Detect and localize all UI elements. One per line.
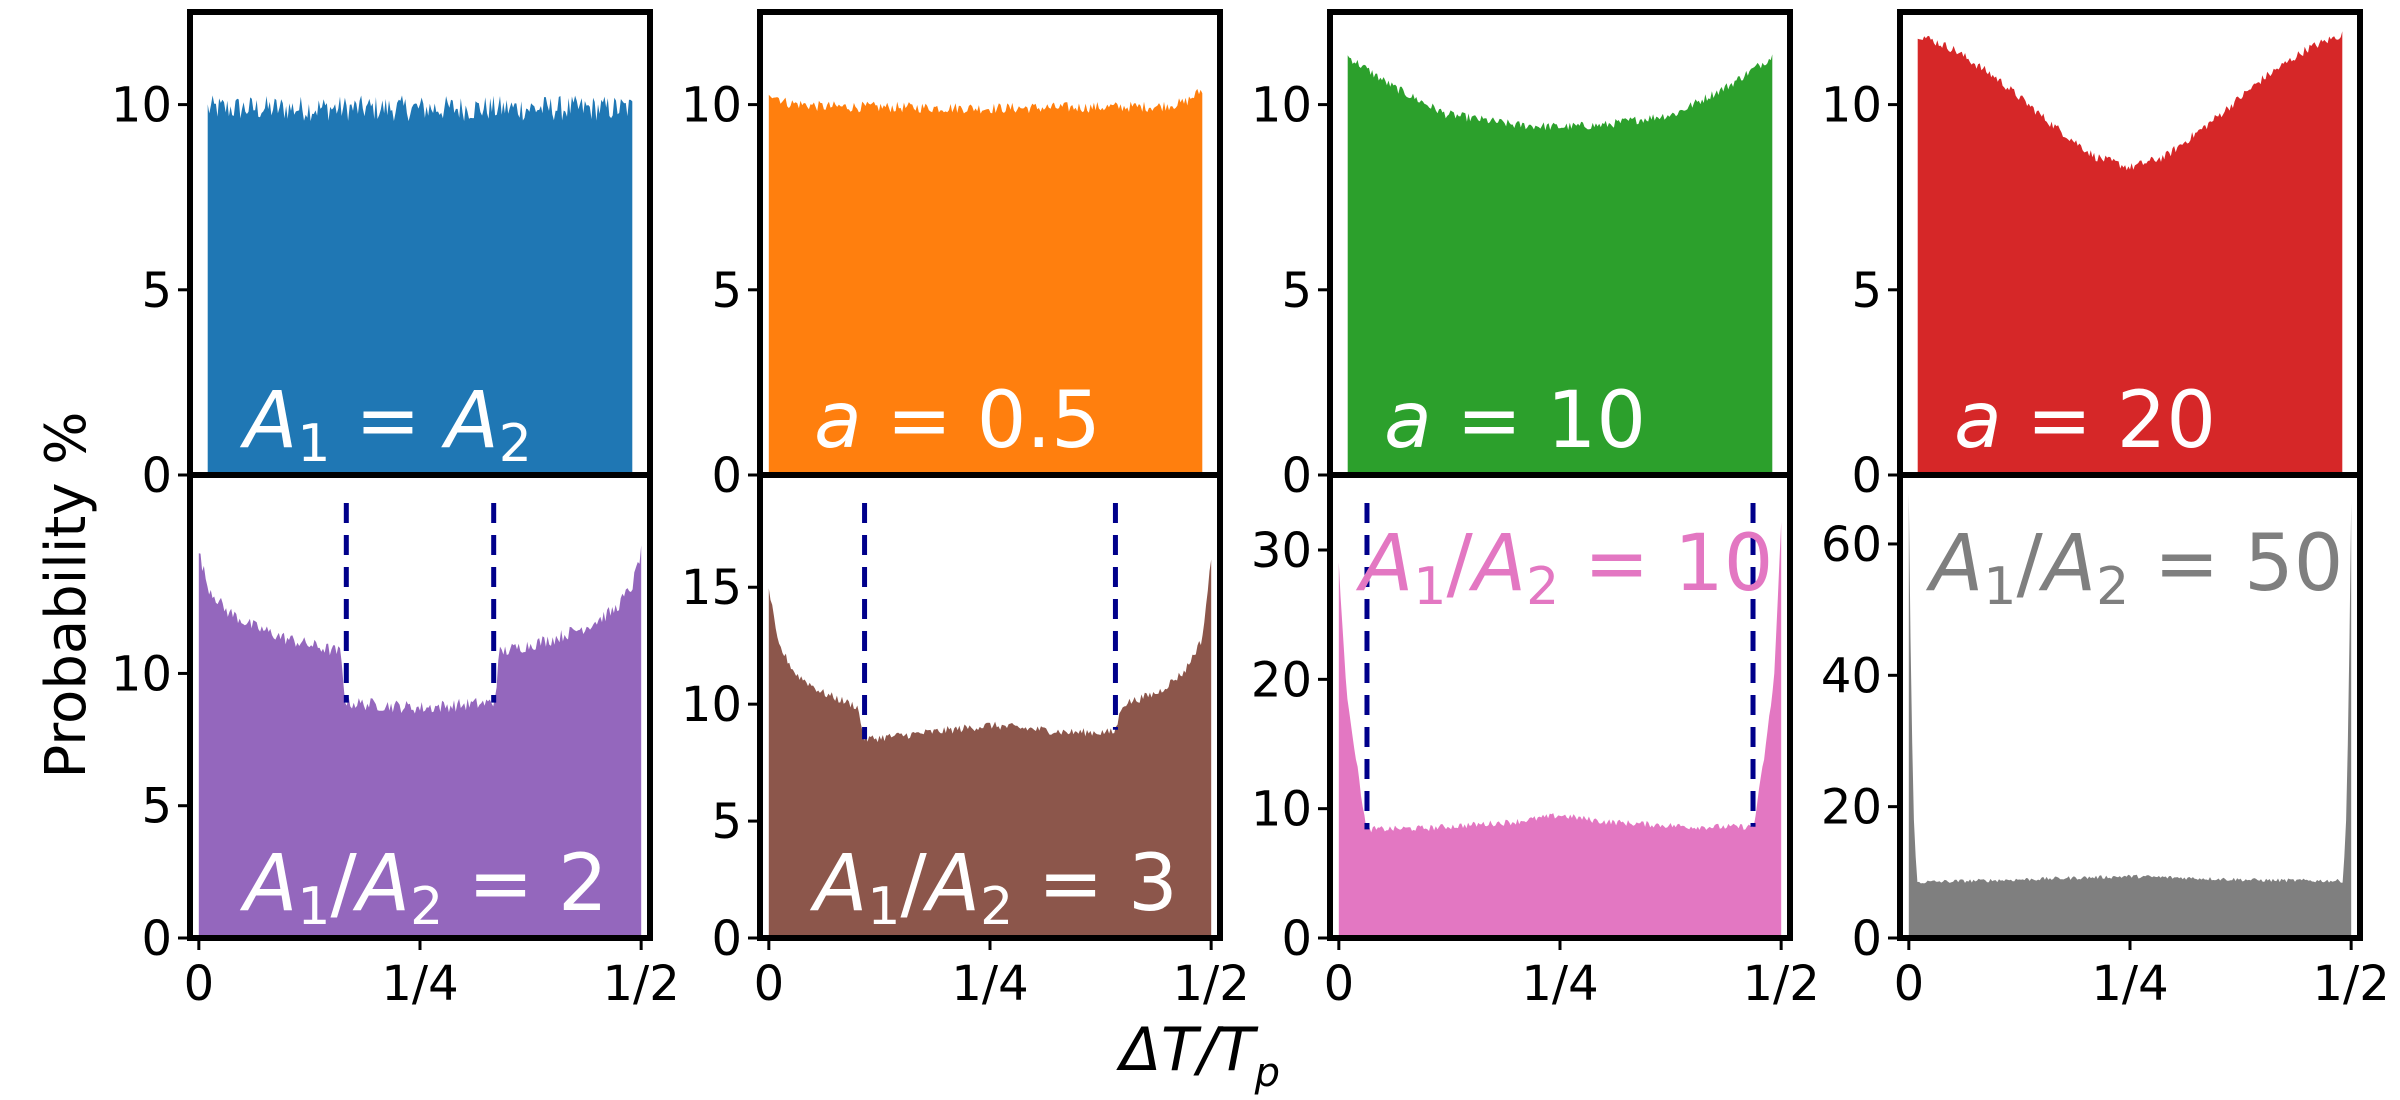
xtick-label-p7-1: 1/4 — [2091, 956, 2168, 1012]
ytick-label-p0-0: 0 — [141, 448, 172, 504]
xtick-label-p6-2: 1/2 — [1743, 956, 1820, 1012]
panel-p5: 0 5 10 15 0 1/4 1/2 A1/A2 = 3 — [681, 472, 1250, 1012]
ytick-label-p1-1: 5 — [711, 263, 742, 319]
xtick-label-p4-0: 0 — [184, 956, 215, 1012]
annotation-p5: A1/A2 = 3 — [809, 839, 1178, 937]
ytick-label-p4-0: 0 — [141, 911, 172, 967]
ytick-label-p4-1: 5 — [141, 779, 172, 835]
xtick-label-p4-1: 1/4 — [381, 956, 458, 1012]
annotation-p1: a = 0.5 — [814, 376, 1101, 466]
series-area-p2 — [1347, 54, 1773, 475]
x-axis-label: ΔT/Tp — [1116, 1015, 1280, 1096]
xtick-label-p5-2: 1/2 — [1173, 956, 1250, 1012]
ytick-label-p0-2: 10 — [111, 78, 172, 134]
annotation-p0: A1 = A2 — [239, 376, 532, 474]
ytick-label-p7-0: 0 — [1851, 911, 1882, 967]
annotation-p6: A1/A2 = 10 — [1355, 519, 1773, 617]
ytick-label-p5-1: 5 — [711, 794, 742, 850]
annotation-p2: a = 10 — [1384, 376, 1646, 466]
series-area-p5 — [768, 559, 1212, 938]
series-area-p0 — [207, 95, 633, 475]
xtick-label-p6-1: 1/4 — [1521, 956, 1598, 1012]
y-axis-label: Probability % — [34, 411, 99, 778]
panel-p0: 0 5 10 A1 = A2 — [111, 9, 653, 504]
ytick-label-p5-3: 15 — [681, 560, 742, 616]
ytick-label-p6-3: 30 — [1251, 523, 1312, 579]
ytick-label-p6-1: 10 — [1251, 782, 1312, 838]
ytick-label-p5-2: 10 — [681, 677, 742, 733]
panel-p1: 0 5 10 a = 0.5 — [681, 9, 1223, 504]
xtick-label-p7-2: 1/2 — [2313, 956, 2390, 1012]
series-area-p3 — [1917, 31, 2343, 475]
panel-p7: 0 20 40 60 0 1/4 1/2 A1/A2 = 50 — [1821, 472, 2390, 1012]
xtick-label-p6-0: 0 — [1324, 956, 1355, 1012]
xtick-label-p5-1: 1/4 — [951, 956, 1028, 1012]
panel-p3: 0 5 10 a = 20 — [1821, 9, 2363, 504]
series-area-p7 — [1908, 493, 2352, 938]
ytick-label-p3-0: 0 — [1851, 448, 1882, 504]
annotation-p4: A1/A2 = 2 — [239, 839, 608, 937]
ytick-label-p3-2: 10 — [1821, 78, 1882, 134]
panels: 0 5 10 A1 = A2 0 5 10 a = 0.5 0 5 10 a = 10 0 5 10 a = … — [111, 9, 2390, 1012]
series-area-p6 — [1338, 522, 1782, 938]
series-area-p1 — [768, 88, 1203, 475]
ytick-label-p1-0: 0 — [711, 448, 742, 504]
ytick-label-p1-2: 10 — [681, 78, 742, 134]
ytick-label-p7-1: 20 — [1821, 780, 1882, 836]
ytick-label-p6-2: 20 — [1251, 652, 1312, 708]
panel-p6: 0 10 20 30 0 1/4 1/2 A1/A2 = 10 — [1251, 472, 1820, 1012]
ytick-label-p0-1: 5 — [141, 263, 172, 319]
ytick-label-p4-2: 10 — [111, 646, 172, 702]
panel-p2: 0 5 10 a = 10 — [1251, 9, 1793, 504]
xtick-label-p4-2: 1/2 — [603, 956, 680, 1012]
xtick-label-p5-0: 0 — [754, 956, 785, 1012]
ytick-label-p7-3: 60 — [1821, 517, 1882, 573]
ytick-label-p2-2: 10 — [1251, 78, 1312, 134]
ytick-label-p3-1: 5 — [1851, 263, 1882, 319]
panel-p4: 0 5 10 0 1/4 1/2 A1/A2 = 2 — [111, 472, 680, 1012]
series-area-p4 — [198, 545, 642, 938]
ytick-label-p2-1: 5 — [1281, 263, 1312, 319]
ytick-label-p7-2: 40 — [1821, 648, 1882, 704]
xtick-label-p7-0: 0 — [1894, 956, 1925, 1012]
annotation-p7: A1/A2 = 50 — [1925, 519, 2343, 617]
ytick-label-p2-0: 0 — [1281, 448, 1312, 504]
annotation-p3: a = 20 — [1954, 376, 2216, 466]
ytick-label-p5-0: 0 — [711, 911, 742, 967]
ytick-label-p6-0: 0 — [1281, 911, 1312, 967]
